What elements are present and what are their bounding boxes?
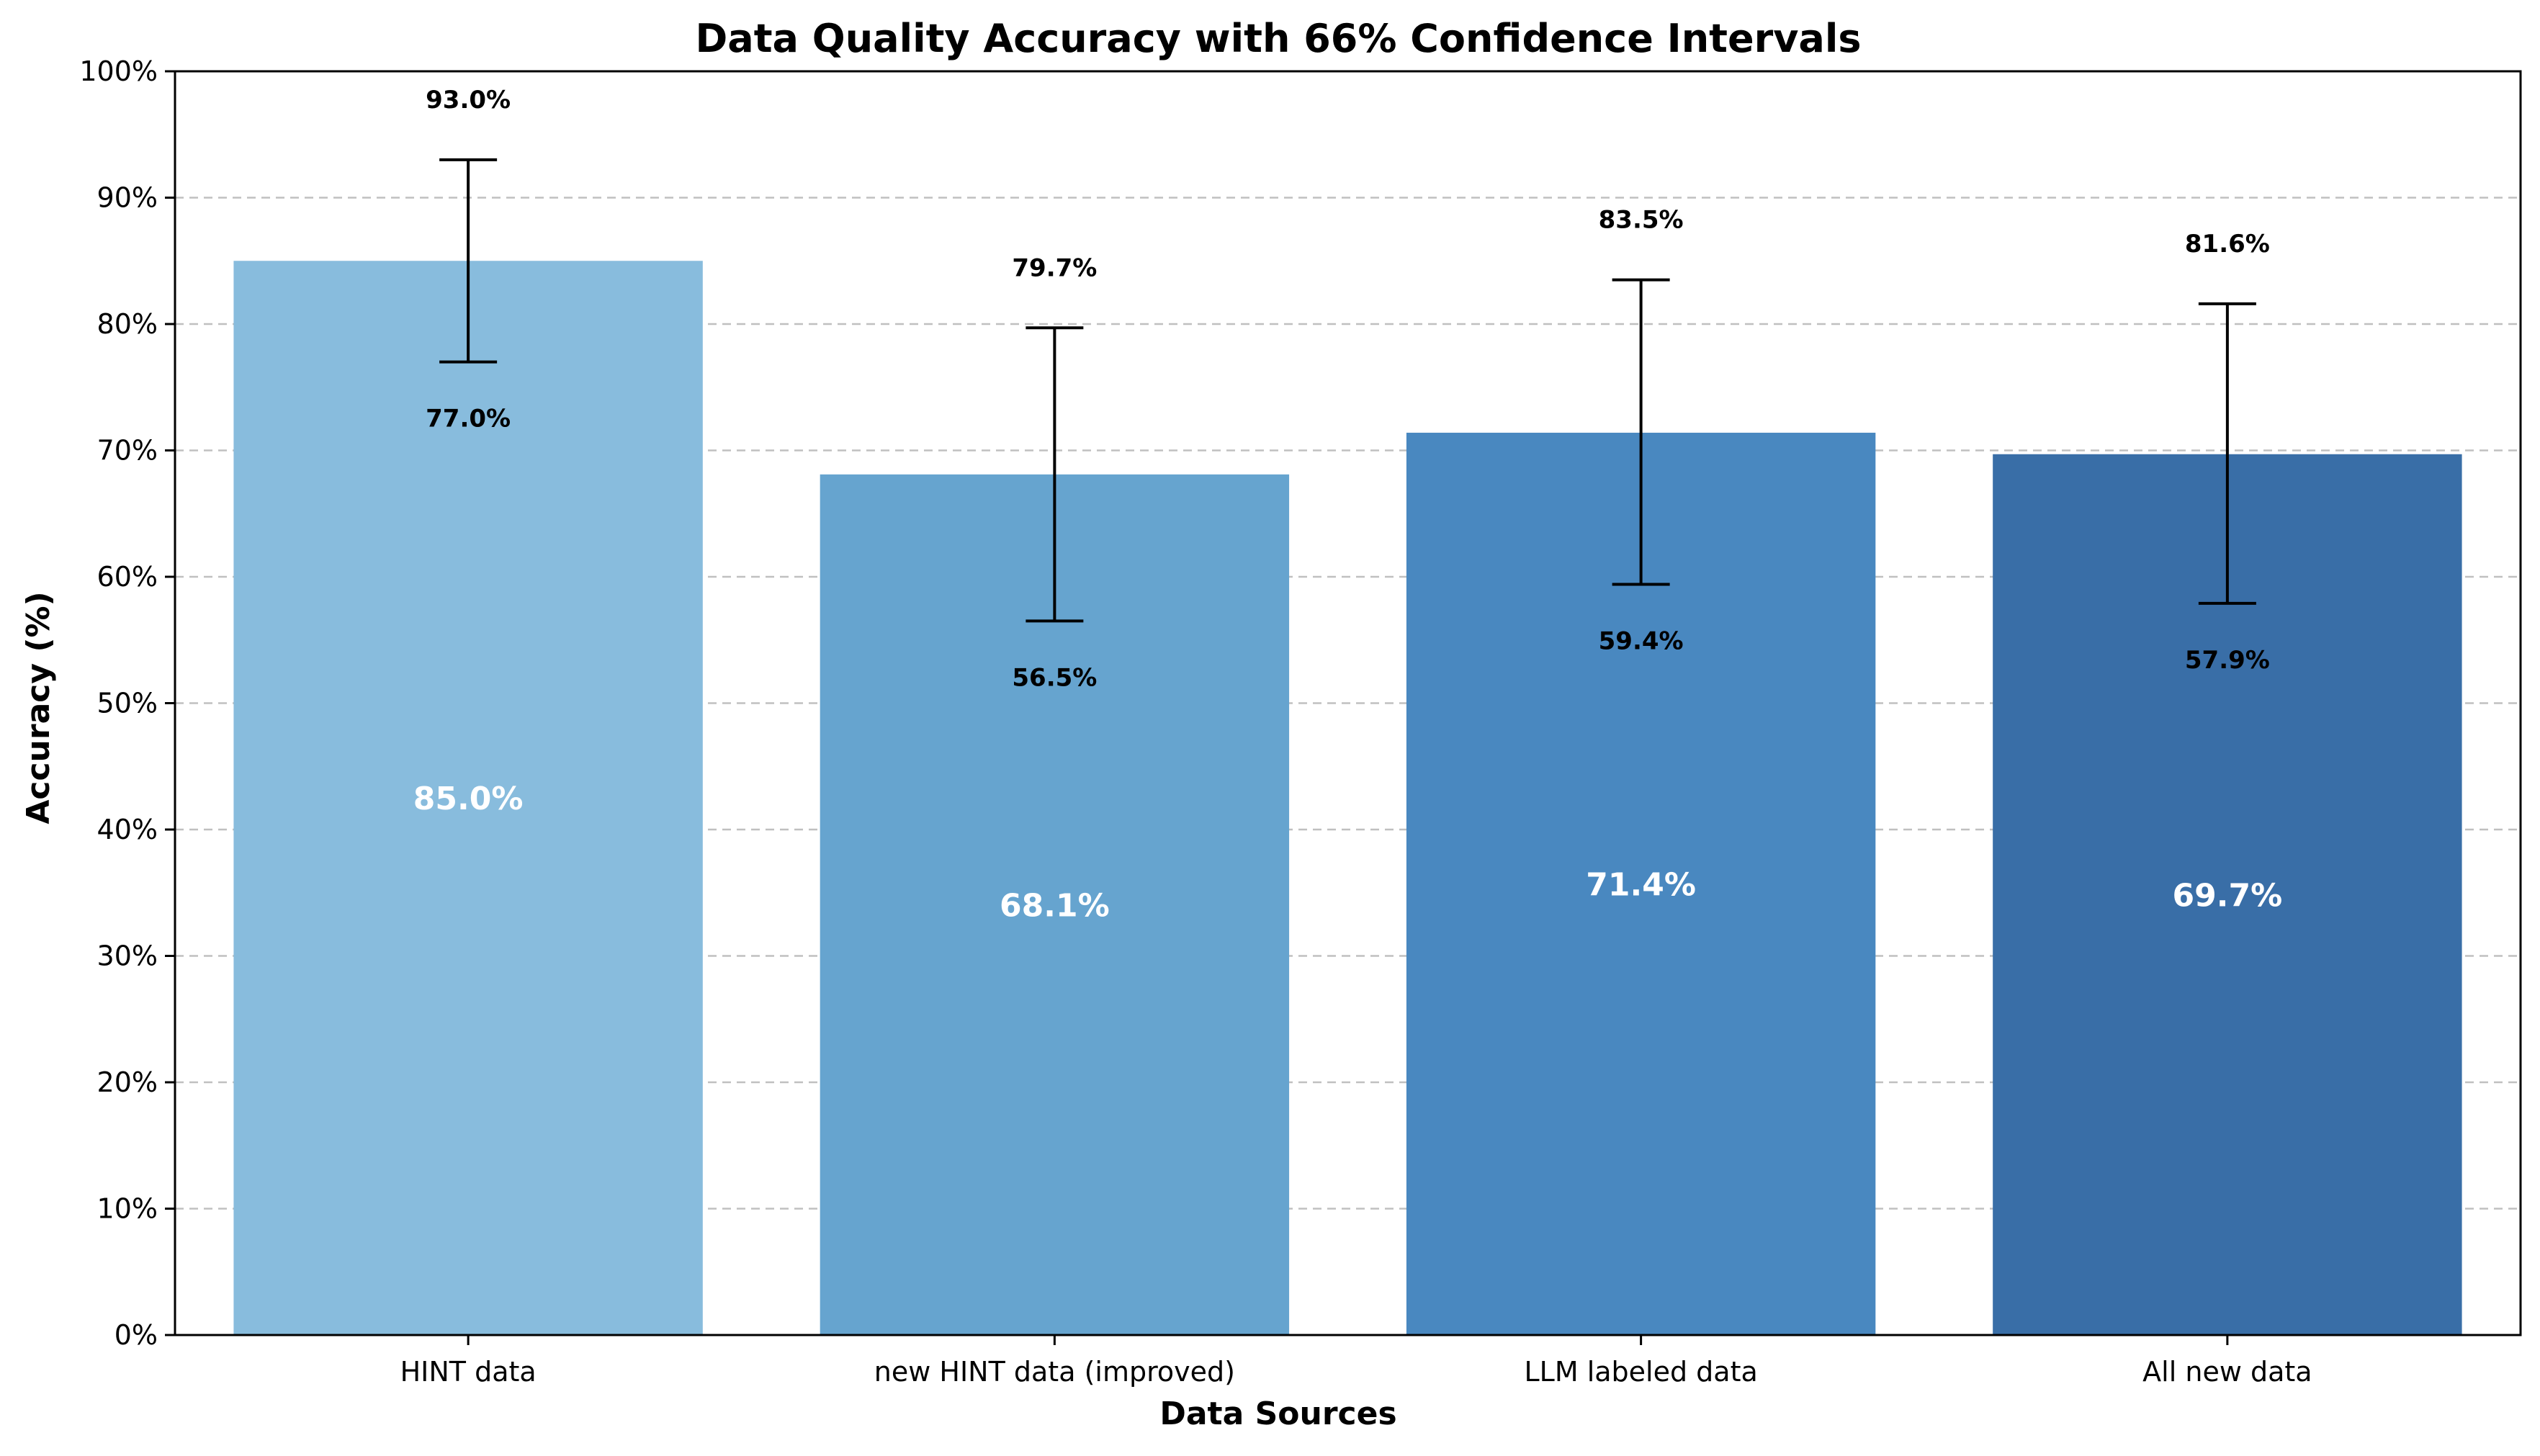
labels-layer: 93.0% 77.0% 85.0% 79.7% 56.5% 68.1% 83.5% 59.4%… (413, 86, 2282, 925)
x-tick-label: new HINT data (improved) (874, 1356, 1235, 1388)
y-axis-label: Accuracy (%) (20, 591, 57, 824)
bar-value-label: 85.0% (413, 781, 524, 817)
y-tick-label: 30% (97, 940, 158, 972)
bar-value-label: 71.4% (1586, 866, 1696, 903)
ci-upper-label: 93.0% (426, 86, 511, 114)
y-tick-label: 0% (115, 1319, 158, 1351)
ci-upper-label: 81.6% (2185, 230, 2270, 259)
y-tick-label: 40% (97, 814, 158, 845)
y-tick-label: 100% (79, 55, 158, 87)
ci-lower-label: 59.4% (1599, 627, 1684, 656)
y-tick-label: 10% (97, 1193, 158, 1225)
y-tick-label: 70% (97, 435, 158, 467)
bar-value-label: 69.7% (2173, 877, 2283, 914)
ci-lower-label: 57.9% (2185, 646, 2270, 675)
axis-layer: 0% 10% 20% 30% 40% 50% 60% 70% 80% 90% 100% HINT da… (79, 55, 2312, 1388)
y-tick-label: 20% (97, 1066, 158, 1098)
bar-value-label: 68.1% (1000, 887, 1110, 924)
ci-lower-label: 77.0% (426, 405, 511, 433)
ci-upper-label: 83.5% (1599, 206, 1684, 235)
error-bars-layer (439, 158, 2256, 623)
x-tick-label: LLM labeled data (1524, 1356, 1757, 1388)
ci-lower-label: 56.5% (1012, 663, 1097, 692)
ci-upper-label: 79.7% (1012, 253, 1097, 282)
bars-layer (233, 261, 2462, 1336)
x-tick-label: All new data (2142, 1356, 2312, 1388)
y-tick-label: 60% (97, 561, 158, 593)
x-axis-label: Data Sources (1159, 1396, 1396, 1432)
y-tick-label: 90% (97, 182, 158, 214)
y-tick-label: 80% (97, 308, 158, 340)
chart-title: Data Quality Accuracy with 66% Confidenc… (695, 16, 1861, 61)
y-tick-label: 50% (97, 688, 158, 719)
bar (233, 261, 703, 1335)
x-tick-label: HINT data (400, 1356, 537, 1388)
